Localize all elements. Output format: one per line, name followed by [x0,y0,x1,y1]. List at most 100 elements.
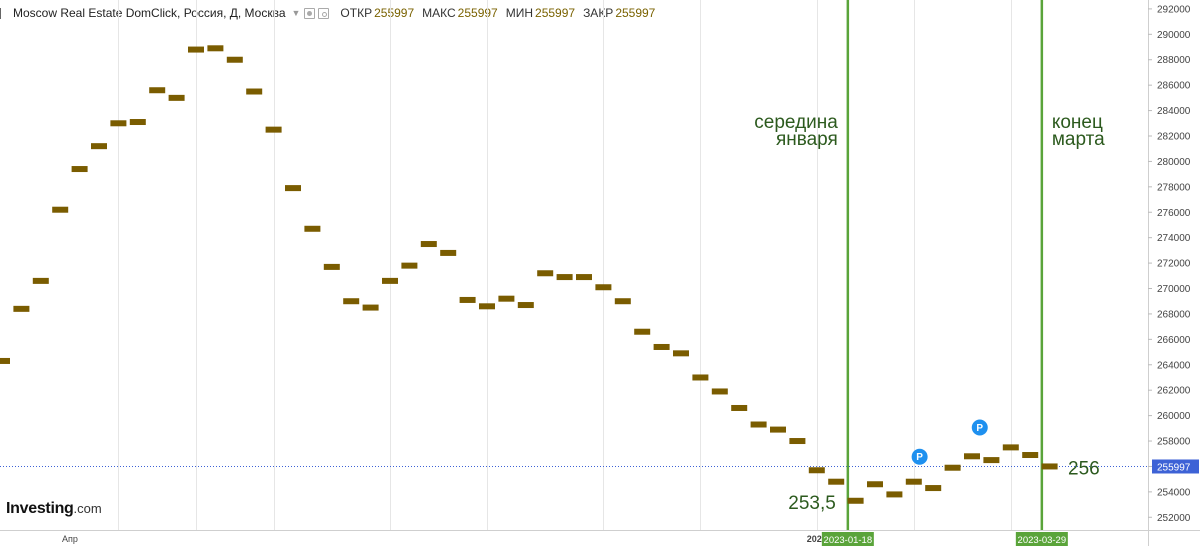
data-bar[interactable] [323,263,340,270]
data-bar[interactable] [653,343,670,350]
data-bar[interactable] [964,453,980,460]
data-bar[interactable] [750,421,767,428]
data-bar[interactable] [91,143,107,150]
data-bar[interactable] [770,426,786,433]
data-bar[interactable] [1041,463,1058,470]
y-tick-label: 254000 [1157,487,1191,498]
last-price-tag [1152,459,1199,474]
data-bar[interactable] [401,262,418,269]
data-bar[interactable] [692,374,709,381]
gear-icon[interactable] [318,7,330,19]
y-tick-label: 270000 [1157,284,1191,295]
data-bar[interactable] [32,277,49,284]
y-tick-label: 288000 [1157,55,1191,66]
data-bar[interactable] [614,298,631,305]
data-bar[interactable] [711,388,728,395]
data-bar[interactable] [420,241,437,248]
data-bar[interactable] [808,467,825,474]
data-bar[interactable] [285,185,301,192]
y-tick-label: 266000 [1157,335,1191,346]
data-bar[interactable] [188,46,204,53]
y-tick-label: 290000 [1157,30,1191,41]
data-bar[interactable] [479,303,495,310]
data-bar[interactable] [944,464,961,471]
annotation-low-value: 253,5 [788,493,836,514]
x-axis-label: 2023 [807,534,827,544]
annotation-mid-january-line1: середина [754,112,838,133]
data-bar[interactable] [925,485,942,492]
data-bar[interactable] [731,404,748,411]
y-tick-label: 286000 [1157,81,1191,92]
data-bar[interactable] [847,497,864,504]
data-bar[interactable] [13,305,30,312]
open-value: 255997 [374,6,415,20]
close-label: ЗАКР [583,6,614,20]
data-bar[interactable] [440,249,457,256]
y-tick-label: 264000 [1157,360,1191,371]
data-bar[interactable] [265,126,282,133]
data-bar[interactable] [382,277,398,284]
data-bar[interactable] [537,270,554,277]
data-bar[interactable] [110,120,127,127]
y-tick-label: 274000 [1157,233,1191,244]
data-bar[interactable] [343,298,360,305]
pin-marker[interactable] [911,448,928,465]
data-bar[interactable] [207,45,224,52]
data-bar[interactable] [1022,452,1039,459]
data-bar[interactable] [226,56,243,63]
x-date-highlight-tag [821,532,874,546]
y-tick-label: 262000 [1157,386,1191,397]
close-value: 255997 [615,6,656,20]
data-bar[interactable] [634,328,651,335]
data-bar[interactable] [673,350,689,357]
annotation-mid-january-line2: января [776,129,838,150]
eye-icon[interactable] [304,7,316,19]
data-bar[interactable] [459,296,476,303]
menu-icon[interactable] [0,7,9,19]
data-bar[interactable] [304,225,321,232]
high-label: МАКС [422,6,456,20]
data-bar[interactable] [828,478,845,485]
data-bar[interactable] [905,478,922,485]
data-bar[interactable] [576,274,592,281]
data-bar[interactable] [71,166,88,173]
y-tick-label: 292000 [1157,4,1191,15]
low-label: МИН [505,6,534,20]
y-tick-label: 252000 [1157,513,1191,524]
data-bar[interactable] [789,438,806,445]
y-tick-label: 278000 [1157,182,1191,193]
y-tick-label: 276000 [1157,208,1191,219]
data-bar[interactable] [129,119,146,126]
y-tick-label: 258000 [1157,437,1191,448]
y-tick-label: 268000 [1157,309,1191,320]
annotation-end-march-line2: марта [1052,129,1105,150]
data-bar[interactable] [0,357,10,364]
y-tick-label: 260000 [1157,411,1191,422]
data-bar[interactable] [149,87,166,94]
x-date-highlight-label: 2023-03-29 [1018,535,1067,546]
data-bar[interactable] [498,295,515,302]
annotation-last-value: 256 [1068,458,1100,479]
data-bar[interactable] [556,274,573,281]
data-bar[interactable] [362,304,379,311]
y-tick-label: 280000 [1157,157,1191,168]
chevron-down-icon[interactable]: ▼ [291,8,301,18]
y-tick-label: 272000 [1157,259,1191,270]
investing-logo: Investing.com [6,500,102,517]
data-bar[interactable] [595,284,612,291]
data-bar[interactable] [517,302,534,309]
x-axis-label: Апр [62,534,78,544]
pin-marker[interactable] [971,419,988,436]
data-bar[interactable] [867,481,883,488]
data-bar[interactable] [983,457,1000,464]
data-bar[interactable] [886,491,903,498]
data-bar[interactable] [246,88,263,95]
pin-label: P [916,452,923,463]
instrument-title[interactable]: Moscow Real Estate DomClick, Россия, Д, … [13,6,286,20]
data-bar[interactable] [1002,444,1019,451]
data-bar[interactable] [52,206,69,213]
open-label: ОТКР [340,6,373,20]
x-date-highlight-tag [1015,532,1068,546]
data-bar[interactable] [168,94,185,101]
